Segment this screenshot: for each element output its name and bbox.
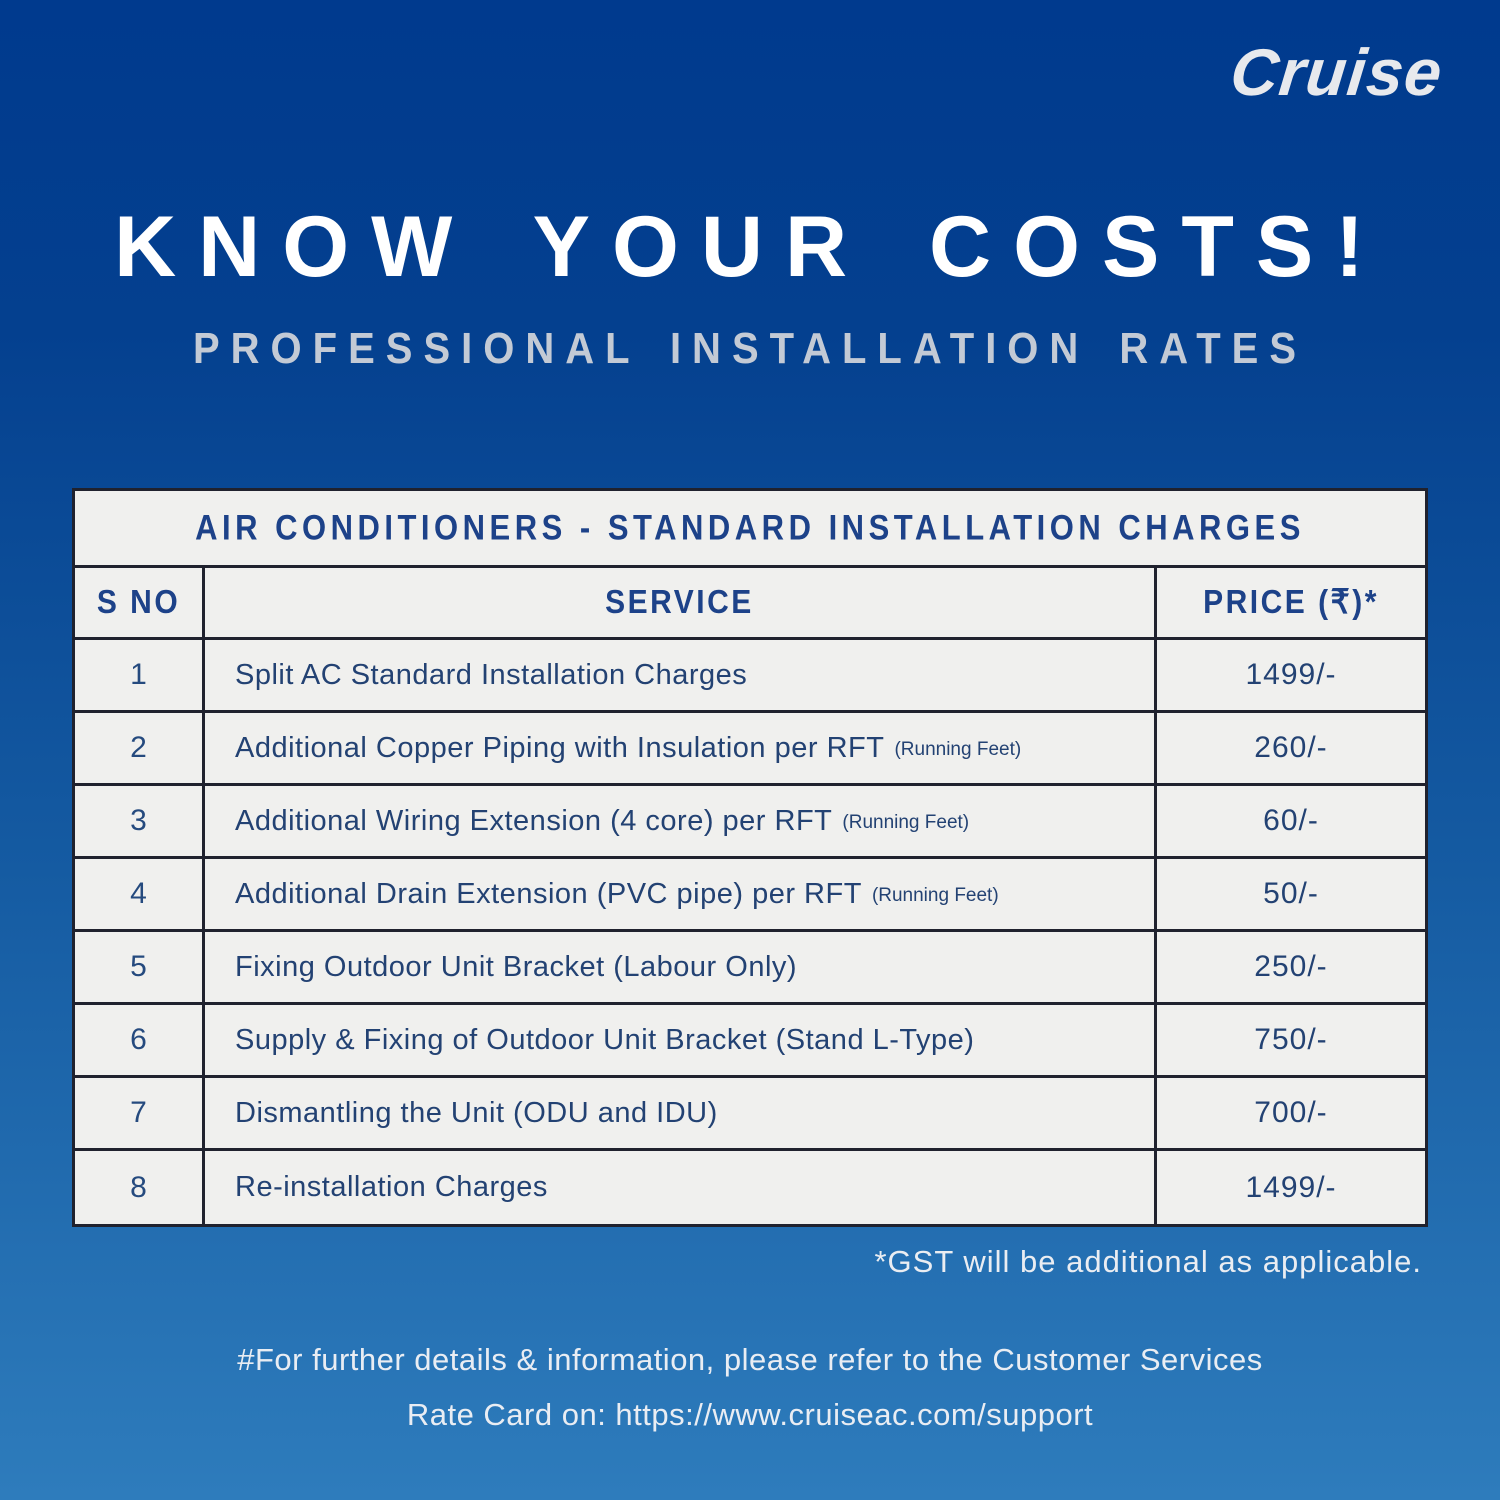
table-body: 1 Split AC Standard Installation Charges 1… xyxy=(75,640,1425,1224)
installation-charges-table: AIR CONDITIONERS - STANDARD INSTALLATION… xyxy=(72,488,1428,1227)
row-service: Split AC Standard Installation Charges xyxy=(205,640,1157,710)
row-service-text: Additional Copper Piping with Insulation… xyxy=(235,731,885,764)
column-header-sno-text: S NO xyxy=(96,583,181,621)
column-header-price: PRICE (₹)* xyxy=(1157,568,1425,637)
row-sno: 8 xyxy=(75,1151,205,1224)
table-title-text: AIR CONDITIONERS - STANDARD INSTALLATION… xyxy=(195,507,1305,548)
row-sno: 2 xyxy=(75,713,205,783)
row-service: Dismantling the Unit (ODU and IDU) xyxy=(205,1078,1157,1148)
row-service: Additional Copper Piping with Insulation… xyxy=(205,713,1157,783)
row-service-text: Supply & Fixing of Outdoor Unit Bracket … xyxy=(235,1023,975,1056)
footer-line-1: #For further details & information, plea… xyxy=(237,1342,1263,1377)
table-title: AIR CONDITIONERS - STANDARD INSTALLATION… xyxy=(75,491,1425,568)
row-service-text: Fixing Outdoor Unit Bracket (Labour Only… xyxy=(235,950,798,983)
table-row: 3 Additional Wiring Extension (4 core) pe… xyxy=(75,786,1425,859)
page-subtitle: PROFESSIONAL INSTALLATION RATES xyxy=(192,325,1308,373)
table-row: 8 Re-installation Charges 1499/- xyxy=(75,1151,1425,1224)
row-service-text: Additional Drain Extension (PVC pipe) pe… xyxy=(235,877,862,910)
row-price: 260/- xyxy=(1254,731,1328,764)
row-sno: 7 xyxy=(75,1078,205,1148)
row-sno: 1 xyxy=(75,640,205,710)
table-row: 6 Supply & Fixing of Outdoor Unit Bracket… xyxy=(75,1005,1425,1078)
row-service: Additional Wiring Extension (4 core) per… xyxy=(205,786,1157,856)
column-header-sno: S NO xyxy=(75,568,205,637)
row-service: Supply & Fixing of Outdoor Unit Bracket … xyxy=(205,1005,1157,1075)
row-service: Fixing Outdoor Unit Bracket (Labour Only… xyxy=(205,932,1157,1002)
row-price: 700/- xyxy=(1254,1096,1328,1129)
row-service-text: Re-installation Charges xyxy=(235,1171,548,1203)
row-sno: 4 xyxy=(75,859,205,929)
row-price: 50/- xyxy=(1263,877,1319,910)
row-service-note: (Running Feet) xyxy=(842,812,970,833)
row-service-text: Split AC Standard Installation Charges xyxy=(235,658,748,691)
footer-line-2: Rate Card on: https://www.cruiseac.com/s… xyxy=(406,1397,1094,1432)
row-service-note: (Running Feet) xyxy=(871,885,999,906)
row-service-text: Dismantling the Unit (ODU and IDU) xyxy=(235,1096,718,1129)
row-sno: 3 xyxy=(75,786,205,856)
row-service: Re-installation Charges xyxy=(205,1151,1157,1224)
row-service: Additional Drain Extension (PVC pipe) pe… xyxy=(205,859,1157,929)
gst-note: *GST will be additional as applicable. xyxy=(874,1244,1422,1279)
table-row: 2 Additional Copper Piping with Insulatio… xyxy=(75,713,1425,786)
row-price: 60/- xyxy=(1263,804,1319,837)
cruise-logo: Cruise xyxy=(1226,35,1446,109)
row-sno: 5 xyxy=(75,932,205,1002)
row-price: 750/- xyxy=(1254,1023,1328,1056)
table-header-row: S NO SERVICE PRICE (₹)* xyxy=(75,568,1425,640)
table-row: 1 Split AC Standard Installation Charges 1… xyxy=(75,640,1425,713)
page-title: KNOW YOUR COSTS! xyxy=(114,199,1386,295)
row-price: 1499/- xyxy=(1245,658,1337,691)
column-header-price-text: PRICE (₹)* xyxy=(1203,584,1379,621)
row-price: 1499/- xyxy=(1245,1170,1337,1204)
footer-note: #For further details & information, plea… xyxy=(0,1332,1500,1442)
row-sno: 6 xyxy=(75,1005,205,1075)
column-header-service: SERVICE xyxy=(205,568,1157,637)
row-price: 250/- xyxy=(1254,950,1328,983)
row-service-note: (Running Feet) xyxy=(894,739,1022,760)
table-row: 5 Fixing Outdoor Unit Bracket (Labour Onl… xyxy=(75,932,1425,1005)
table-row: 4 Additional Drain Extension (PVC pipe) p… xyxy=(75,859,1425,932)
row-service-text: Additional Wiring Extension (4 core) per… xyxy=(235,804,833,837)
column-header-service-text: SERVICE xyxy=(605,583,754,621)
table-row: 7 Dismantling the Unit (ODU and IDU) 700/- xyxy=(75,1078,1425,1151)
